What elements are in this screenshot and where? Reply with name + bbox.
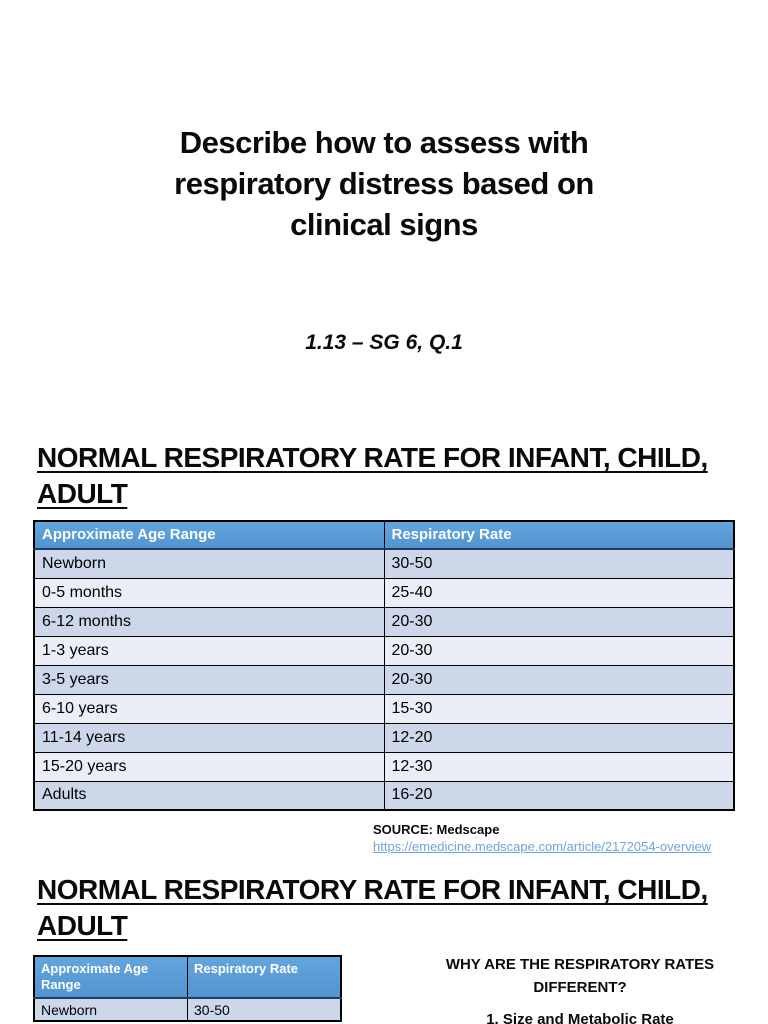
column-header-age-range: Approximate Age Range [33, 955, 188, 999]
table-row: Newborn 30-50 [33, 548, 735, 579]
table-row: 15-20 years 12-30 [33, 751, 735, 782]
table-cell: 6-12 months [33, 606, 385, 637]
table-row: 11-14 years 12-20 [33, 722, 735, 753]
section2-heading: NORMAL RESPIRATORY RATE FOR INFANT, CHIL… [37, 874, 708, 941]
source-label: SOURCE: Medscape [373, 822, 500, 837]
table-cell: 30-50 [383, 548, 735, 579]
table-row: Newborn 30-50 [33, 997, 342, 1022]
question-line: WHY ARE THE RESPIRATORY RATES [445, 956, 715, 973]
table-cell: 0-5 months [33, 577, 385, 608]
table-cell: 6-10 years [33, 693, 385, 724]
table-cell: 30-50 [187, 997, 342, 1022]
table-header-row: Approximate Age Range Respiratory Rate [33, 955, 342, 999]
table-cell: 1-3 years [33, 635, 385, 666]
table-row: 6-12 months 20-30 [33, 606, 735, 637]
page-title-line: clinical signs [290, 207, 478, 242]
table-cell: 11-14 years [33, 722, 385, 753]
table-cell: Newborn [33, 548, 385, 579]
column-header-respiratory-rate: Respiratory Rate [187, 955, 342, 999]
page-title: Describe how to assess with respiratory … [0, 122, 768, 245]
question-heading: WHY ARE THE RESPIRATORY RATES DIFFERENT? [400, 953, 760, 999]
source-citation: SOURCE: Medscape https://emedicine.medsc… [373, 821, 711, 855]
table-row: 6-10 years 15-30 [33, 693, 735, 724]
table-cell: 15-30 [383, 693, 735, 724]
table-cell: 20-30 [383, 635, 735, 666]
page-subtitle: 1.13 – SG 6, Q.1 [305, 331, 463, 354]
list-item-cutoff: 1. Size and Metabolic Rate [486, 1011, 674, 1024]
table-cell: 20-30 [383, 606, 735, 637]
table-header-row: Approximate Age Range Respiratory Rate [33, 520, 735, 550]
page-title-line: respiratory distress based on [174, 166, 594, 201]
table-cell: 16-20 [383, 780, 735, 811]
table-row: 0-5 months 25-40 [33, 577, 735, 608]
table-row: 3-5 years 20-30 [33, 664, 735, 695]
table-cell: 15-20 years [33, 751, 385, 782]
source-link[interactable]: https://emedicine.medscape.com/article/2… [373, 839, 712, 854]
respiratory-rate-table: Approximate Age Range Respiratory Rate N… [33, 520, 735, 811]
column-header-respiratory-rate: Respiratory Rate [383, 520, 735, 550]
table-cell: 12-20 [383, 722, 735, 753]
column-header-age-range: Approximate Age Range [33, 520, 385, 550]
table-row: 1-3 years 20-30 [33, 635, 735, 666]
table-row: Adults 16-20 [33, 780, 735, 811]
table-cell: Newborn [33, 997, 188, 1022]
question-line: DIFFERENT? [533, 979, 627, 996]
section1-heading: NORMAL RESPIRATORY RATE FOR INFANT, CHIL… [37, 442, 708, 509]
table-cell: 20-30 [383, 664, 735, 695]
page-title-line: Describe how to assess with [179, 125, 589, 160]
table-cell: 12-30 [383, 751, 735, 782]
table-cell: Adults [33, 780, 385, 811]
respiratory-rate-table-small: Approximate Age Range Respiratory Rate N… [33, 955, 342, 1022]
table-cell: 25-40 [383, 577, 735, 608]
table-cell: 3-5 years [33, 664, 385, 695]
